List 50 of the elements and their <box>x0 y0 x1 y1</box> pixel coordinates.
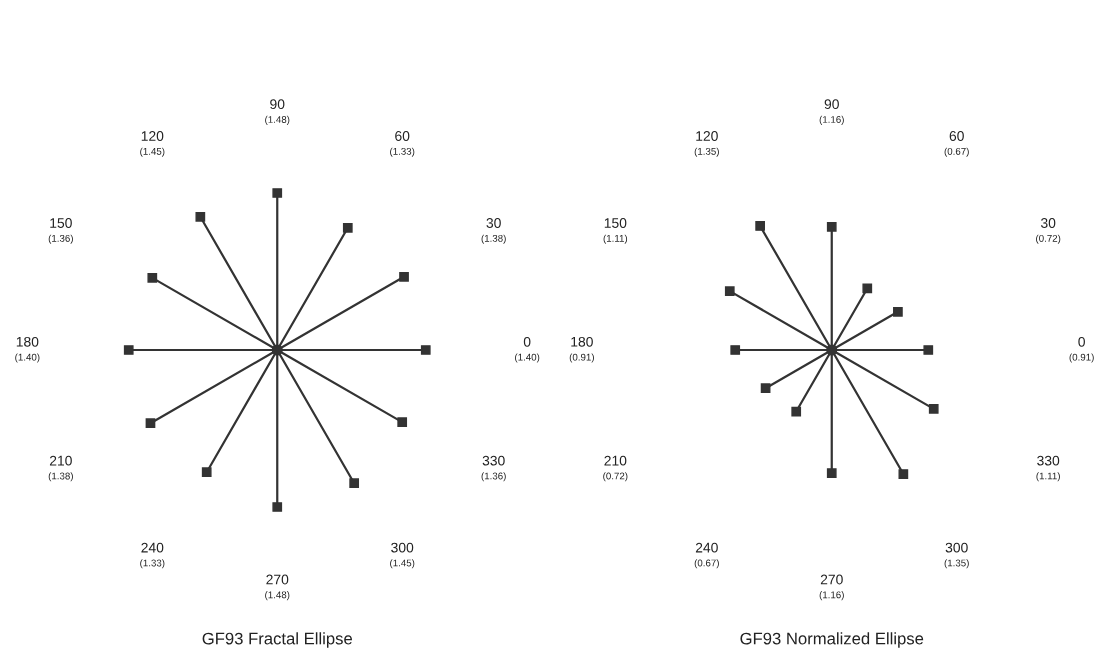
category-label: 150 <box>604 218 627 228</box>
category-label: 150 <box>50 218 72 228</box>
data-label: (1.16) <box>819 115 844 125</box>
category-label: 90 <box>824 99 839 110</box>
data-label: (1.35) <box>944 559 969 569</box>
data-label: (0.72) <box>1036 234 1061 244</box>
data-label: (1.11) <box>1036 472 1060 482</box>
data-label: (1.16) <box>819 591 844 601</box>
category-label: 90 <box>270 99 285 110</box>
category-label: 270 <box>820 574 843 585</box>
category-label: 0 <box>523 336 531 347</box>
category-label: 60 <box>395 131 410 141</box>
data-label: (1.33) <box>140 559 165 569</box>
data-label: (1.45) <box>390 559 415 569</box>
data-label: (1.40) <box>15 353 40 363</box>
category-label: 270 <box>266 574 289 585</box>
data-label: (1.48) <box>265 591 290 601</box>
category-label: 240 <box>141 542 164 553</box>
data-label: (0.91) <box>1069 353 1094 363</box>
data-label: (1.33) <box>390 147 415 157</box>
data-label: (1.38) <box>481 234 506 244</box>
category-label: 300 <box>945 542 968 553</box>
category-label: 240 <box>695 542 718 553</box>
data-label: (1.38) <box>48 472 73 482</box>
text: GF93 Normalized Ellipse <box>740 632 924 648</box>
data-label: (0.72) <box>603 472 628 482</box>
text: GF93 Fractal Ellipse <box>202 632 352 648</box>
data-label: (1.40) <box>515 353 540 363</box>
data-label: (1.36) <box>481 472 506 482</box>
data-label: (0.91) <box>569 353 594 363</box>
category-label: 180 <box>571 336 593 347</box>
data-label: (0.67) <box>944 147 969 157</box>
category-label: 120 <box>696 131 718 141</box>
category-label: 120 <box>141 131 164 141</box>
category-label: 30 <box>486 218 501 228</box>
category-label: 0 <box>1078 336 1085 347</box>
category-label: 210 <box>49 455 72 466</box>
category-label: 210 <box>604 455 627 466</box>
data-label: (1.48) <box>265 115 290 125</box>
category-label: 30 <box>1040 218 1056 228</box>
data-label: (0.67) <box>694 559 719 569</box>
category-label: 60 <box>949 131 964 141</box>
category-label: 330 <box>1037 455 1060 466</box>
data-label: (1.45) <box>140 147 165 157</box>
category-label: 300 <box>391 542 414 553</box>
data-label: (1.35) <box>694 147 719 157</box>
data-label: (1.36) <box>48 234 73 244</box>
category-label: 330 <box>482 455 505 466</box>
data-label: (1.11) <box>603 234 628 244</box>
category-label: 180 <box>16 336 39 347</box>
